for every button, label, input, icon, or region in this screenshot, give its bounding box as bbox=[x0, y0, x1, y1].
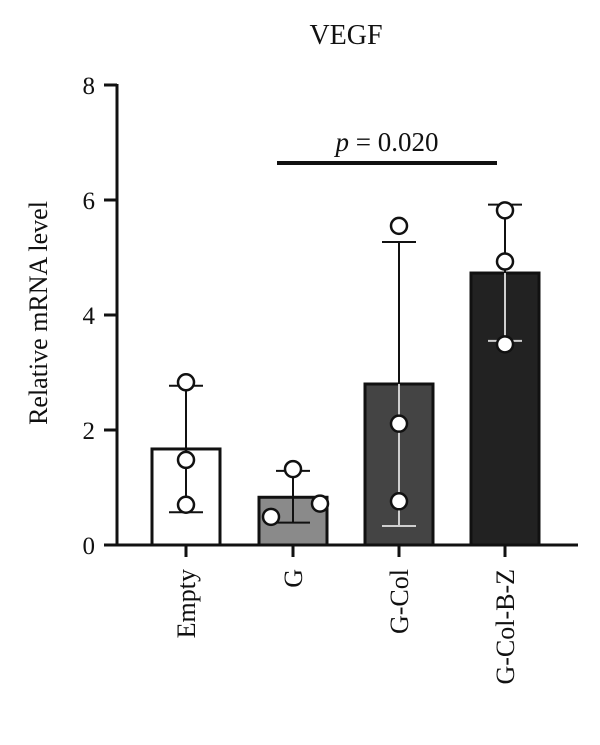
data-point bbox=[495, 252, 515, 271]
error-bars-layer bbox=[169, 203, 522, 528]
bar-g-col-b-z bbox=[469, 271, 541, 547]
data-points-layer bbox=[176, 201, 515, 527]
data-point bbox=[389, 414, 409, 433]
data-point bbox=[389, 492, 409, 511]
axes-layer: 0 2 4 6 8 Empty G G-Col G-Col-B-Z bbox=[83, 73, 578, 685]
data-point bbox=[176, 495, 196, 514]
data-point bbox=[176, 373, 196, 392]
x-tick-label: Empty bbox=[172, 569, 201, 638]
x-tick-label: G bbox=[279, 569, 308, 588]
data-point bbox=[495, 201, 515, 220]
data-point bbox=[283, 459, 303, 479]
chart-title: VEGF bbox=[309, 20, 382, 51]
y-tick-label: 6 bbox=[83, 188, 96, 215]
p-value-text: = 0.020 bbox=[349, 127, 438, 157]
data-point bbox=[389, 216, 409, 236]
y-tick-label: 0 bbox=[83, 533, 96, 560]
x-tick-label: G-Col bbox=[385, 569, 414, 634]
x-tick-label: G-Col-B-Z bbox=[491, 569, 520, 685]
y-tick-label: 4 bbox=[83, 303, 96, 330]
p-value-annotation: p = 0.020 bbox=[334, 127, 439, 157]
y-axis-label: Relative mRNA level bbox=[24, 201, 53, 425]
annotation-layer: p = 0.020 bbox=[277, 127, 497, 165]
data-point bbox=[176, 450, 196, 470]
p-symbol: p bbox=[334, 127, 350, 157]
y-tick-label: 2 bbox=[83, 418, 96, 445]
data-point bbox=[310, 494, 330, 513]
data-point bbox=[495, 335, 515, 354]
data-point bbox=[261, 507, 281, 527]
y-tick-label: 8 bbox=[83, 73, 96, 100]
bars-layer bbox=[150, 271, 541, 547]
